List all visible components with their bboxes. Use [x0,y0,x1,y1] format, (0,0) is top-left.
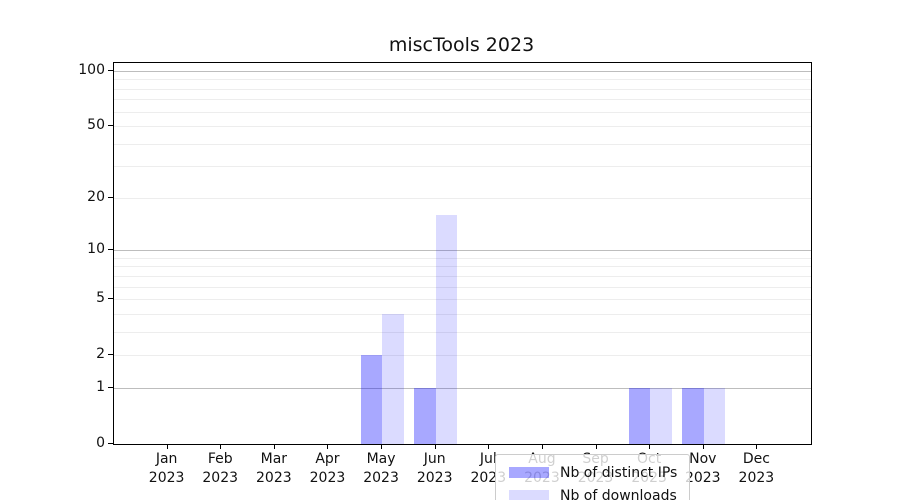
x-tick-mark [434,444,436,449]
y-tick-mark [108,443,113,444]
x-tick-label-text: 2023 [202,470,239,486]
legend-item-downloads: Nb of downloads [509,484,677,500]
grid-line-major [114,387,811,389]
grid-line-major [114,250,811,252]
bar-downloads-may [382,313,404,444]
grid-line-minor [114,355,811,357]
x-tick-label-text: Jul [479,451,497,467]
y-tick-mark [108,249,113,251]
y-tick-label: 2 [0,346,105,362]
x-tick-label-text: 2023 [148,470,185,486]
x-tick-label: Jan 2023 [137,450,197,488]
legend-swatch-downloads [509,490,549,500]
y-tick-label: 100 [0,62,105,78]
plot-area: Nb of distinct IPs Nb of downloads [113,62,812,500]
y-tick-mark [108,298,113,300]
legend-swatch-distinct-ips [509,467,549,478]
y-tick-label-text: 0 [96,435,105,451]
legend-item-distinct-ips: Nb of distinct IPs [509,461,677,484]
grid-line-minor [114,79,811,81]
grid-line-minor [114,126,811,128]
y-tick-label-text: 1 [96,378,105,395]
x-tick-mark [541,444,543,449]
legend-label-distinct-ips: Nb of distinct IPs [560,464,678,481]
legend: Nb of distinct IPs Nb of downloads [495,454,691,500]
x-tick-mark [220,444,222,449]
y-tick-label-text: 50 [87,117,105,134]
y-tick-label-text: 5 [96,290,105,307]
x-tick-label-text: Mar [260,451,288,467]
x-tick-label-text: Dec [742,451,770,467]
y-tick-label: 10 [0,241,105,257]
y-tick-mark [108,125,113,127]
x-tick-mark [166,444,168,449]
x-tick-label-text: Apr [315,451,340,467]
x-tick-mark [381,444,383,449]
bar-distinct-ips-nov [682,387,704,444]
bar-distinct-ips-oct [628,387,651,444]
x-tick-label-text: 2023 [256,470,292,486]
grid-line-minor [114,275,811,277]
bar-downloads-jun [435,215,458,444]
x-tick-label: Feb 2023 [190,450,250,488]
y-tick-mark [108,196,113,198]
y-tick-label: 50 [0,117,105,133]
y-tick-label: 5 [0,290,105,306]
grid-line-minor [114,331,811,333]
grid-line-minor [114,286,811,288]
grid-line-minor [114,313,811,315]
x-tick-label: Apr 2023 [297,450,357,488]
bar-downloads-nov [703,387,726,444]
grid-line-minor [114,88,811,90]
y-tick-label-text: 20 [87,188,105,205]
x-tick-label-text: 2023 [416,470,453,486]
x-tick-mark [649,444,651,449]
grid-line-major [114,71,811,72]
x-tick-mark [595,444,597,449]
chart-title: miscTools 2023 [388,34,535,56]
bar-downloads-oct [650,387,672,444]
x-tick-label-text: Feb [207,451,233,467]
x-tick-mark [327,444,329,449]
x-tick-label: May 2023 [351,450,411,488]
y-tick-label: 1 [0,379,105,395]
x-tick-label-text: 2023 [684,470,721,486]
y-tick-label: 20 [0,189,105,205]
grid-line-minor [114,266,811,268]
grid-line-minor [114,99,811,101]
x-tick-label-text: Jun [423,451,446,467]
bar-distinct-ips-may [360,355,383,444]
x-tick-label: Dec 2023 [726,450,786,488]
y-tick-label: 0 [0,435,105,451]
grid-line-minor [114,197,811,199]
legend-label-downloads: Nb of downloads [560,487,677,500]
grid-line-minor [114,143,811,145]
x-tick-label-text: 2023 [309,470,346,486]
y-tick-mark [108,386,113,388]
y-tick-label-text: 100 [78,62,105,78]
y-tick-label-text: 2 [96,346,105,363]
grid-line-minor [114,166,811,168]
grid-line-minor [114,111,811,113]
x-tick-label-text: May [366,451,396,467]
x-tick-label-text: Jan [155,451,178,467]
grid-line-minor [114,257,811,259]
x-tick-mark [488,444,490,449]
y-tick-label-text: 10 [87,241,105,258]
x-tick-label-text: Nov [689,451,717,467]
y-tick-mark [108,70,113,71]
y-tick-mark [108,354,113,356]
x-tick-mark [273,444,275,449]
x-tick-label-text: 2023 [738,470,775,486]
x-tick-label: Nov 2023 [673,450,733,488]
x-tick-label-text: 2023 [363,470,399,486]
x-tick-mark [756,444,758,449]
x-tick-mark [702,444,704,449]
x-tick-label: Jun 2023 [405,450,465,488]
grid-line-minor [114,299,811,301]
x-tick-label: Mar 2023 [244,450,304,488]
bar-distinct-ips-jun [414,387,436,444]
